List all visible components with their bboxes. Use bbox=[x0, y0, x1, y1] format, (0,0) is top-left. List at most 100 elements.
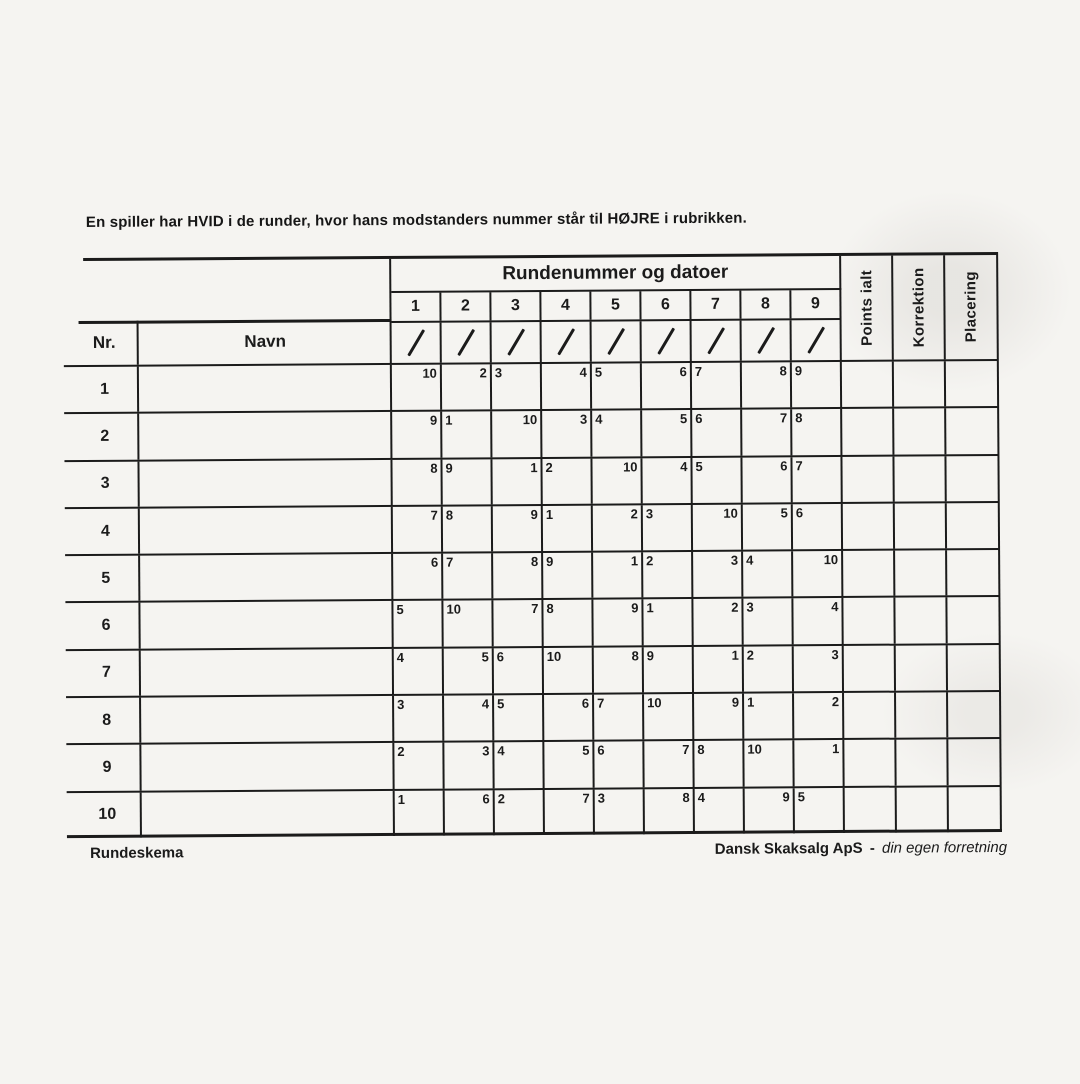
pairing-cell: 5 bbox=[742, 504, 794, 550]
points-column-label: Points ialt bbox=[857, 269, 876, 346]
opponent-number: 2 bbox=[397, 744, 405, 760]
pairing-cell: 10 bbox=[793, 551, 844, 597]
player-name-cell bbox=[141, 790, 395, 838]
pairing-cell: 5 bbox=[642, 410, 693, 456]
pairing-cell: 3 bbox=[491, 363, 543, 410]
opponent-number: 5 bbox=[594, 364, 603, 380]
player-name-cell bbox=[140, 648, 395, 696]
opponent-number: 6 bbox=[795, 505, 804, 521]
korrektion-cell bbox=[896, 739, 949, 786]
table-row: 5 6 7 8 9 1 2 3 4 10 bbox=[65, 550, 1001, 604]
opponent-number: 10 bbox=[522, 412, 538, 428]
pairing-cell: 10 bbox=[391, 364, 443, 411]
korrektion-cell bbox=[895, 550, 948, 597]
player-number-cell: 10 bbox=[66, 792, 142, 839]
pairing-cell: 7 bbox=[392, 506, 444, 553]
pairing-cell: 8 bbox=[392, 459, 443, 505]
points-column-header: Points ialt bbox=[841, 255, 894, 360]
opponent-number: 1 bbox=[630, 553, 639, 569]
date-cell bbox=[541, 321, 592, 362]
opponent-number: 4 bbox=[497, 743, 505, 759]
pairing-cell: 3 bbox=[642, 504, 694, 551]
pairing-cell: 5 bbox=[393, 601, 444, 647]
pairing-cell: 7 bbox=[691, 362, 743, 409]
date-slash-icon bbox=[656, 327, 675, 355]
opponent-number: 4 bbox=[697, 789, 705, 805]
opponent-number: 3 bbox=[482, 743, 490, 759]
placering-cell bbox=[946, 502, 1001, 549]
opponent-number: 9 bbox=[794, 363, 803, 379]
points-cell bbox=[843, 550, 896, 597]
date-slash-icon bbox=[556, 328, 575, 356]
pairing-cell: 6 bbox=[792, 503, 844, 550]
placering-cell bbox=[947, 550, 1001, 596]
opponent-number: 3 bbox=[494, 365, 503, 381]
player-number-cell: 3 bbox=[64, 461, 140, 508]
opponent-number: 6 bbox=[695, 411, 703, 427]
pairing-cell: 2 bbox=[693, 599, 744, 645]
pairing-cell: 9 bbox=[442, 458, 493, 505]
pairing-cell: 2 bbox=[643, 552, 694, 598]
pairing-cell: 5 bbox=[544, 742, 595, 788]
opponent-number: 1 bbox=[445, 412, 453, 428]
pairing-cell: 5 bbox=[494, 695, 545, 741]
pairing-cell: 2 bbox=[441, 364, 493, 410]
pairing-cell: 6 bbox=[444, 789, 495, 836]
opponent-number: 4 bbox=[481, 696, 490, 712]
date-cell bbox=[491, 321, 542, 363]
player-name-cell bbox=[141, 696, 395, 744]
opponent-number: 8 bbox=[445, 507, 454, 523]
opponent-number: 10 bbox=[723, 505, 738, 521]
player-number-cell: 9 bbox=[66, 745, 142, 791]
placering-cell bbox=[948, 739, 1002, 785]
pairing-cell: 8 bbox=[543, 600, 594, 646]
opponent-number: 2 bbox=[831, 694, 840, 710]
player-number-cell: 1 bbox=[63, 366, 140, 413]
opponent-number: 6 bbox=[482, 791, 490, 807]
pairing-cell: 9 bbox=[392, 411, 443, 458]
points-cell bbox=[843, 645, 897, 692]
round-number-header: 8 bbox=[741, 290, 792, 319]
pairing-cell: 9 bbox=[593, 599, 644, 646]
placering-cell bbox=[948, 692, 1002, 738]
opponent-number: 8 bbox=[697, 742, 705, 758]
opponent-number: 7 bbox=[582, 790, 590, 806]
pairing-cell: 6 bbox=[641, 362, 693, 409]
player-number-cell: 6 bbox=[65, 603, 141, 649]
points-cell bbox=[842, 456, 895, 502]
opponent-number: 4 bbox=[746, 552, 754, 568]
footer-form-name: Rundeskema bbox=[90, 844, 184, 862]
round-number-header: 1 bbox=[391, 292, 442, 321]
pairing-cell: 7 bbox=[493, 600, 544, 647]
pairing-cell: 9 bbox=[791, 361, 843, 408]
pairing-cell: 9 bbox=[492, 505, 544, 552]
opponent-number: 1 bbox=[747, 694, 755, 710]
date-slash-row bbox=[391, 319, 842, 363]
pairing-cell: 1 bbox=[442, 411, 493, 458]
opponent-number: 4 bbox=[680, 458, 688, 474]
korrektion-cell bbox=[895, 597, 948, 644]
player-name-cell bbox=[140, 554, 394, 602]
player-name-cell bbox=[141, 743, 395, 791]
player-number: 4 bbox=[100, 522, 110, 540]
pairing-cell: 8 bbox=[644, 788, 695, 835]
player-name-cell bbox=[140, 601, 394, 649]
player-number-cell: 8 bbox=[66, 697, 142, 744]
pairing-cell: 1 bbox=[744, 693, 795, 740]
pairing-cell: 4 bbox=[793, 598, 844, 645]
pairing-cell: 1 bbox=[492, 458, 543, 505]
pairing-cell: 5 bbox=[443, 648, 495, 694]
placering-cell bbox=[948, 786, 1002, 833]
opponent-number: 2 bbox=[497, 790, 505, 806]
pairing-cell: 9 bbox=[694, 693, 745, 740]
round-number-header: 4 bbox=[541, 291, 592, 320]
korrektion-column-label: Korrektion bbox=[909, 267, 928, 348]
opponent-number: 9 bbox=[731, 694, 740, 710]
pairing-cell: 1 bbox=[693, 646, 745, 693]
opponent-number: 5 bbox=[481, 649, 489, 665]
opponent-number: 7 bbox=[694, 363, 703, 379]
opponent-number: 1 bbox=[530, 459, 538, 475]
korrektion-cell bbox=[895, 645, 949, 691]
nr-column-header: Nr. bbox=[63, 320, 139, 366]
